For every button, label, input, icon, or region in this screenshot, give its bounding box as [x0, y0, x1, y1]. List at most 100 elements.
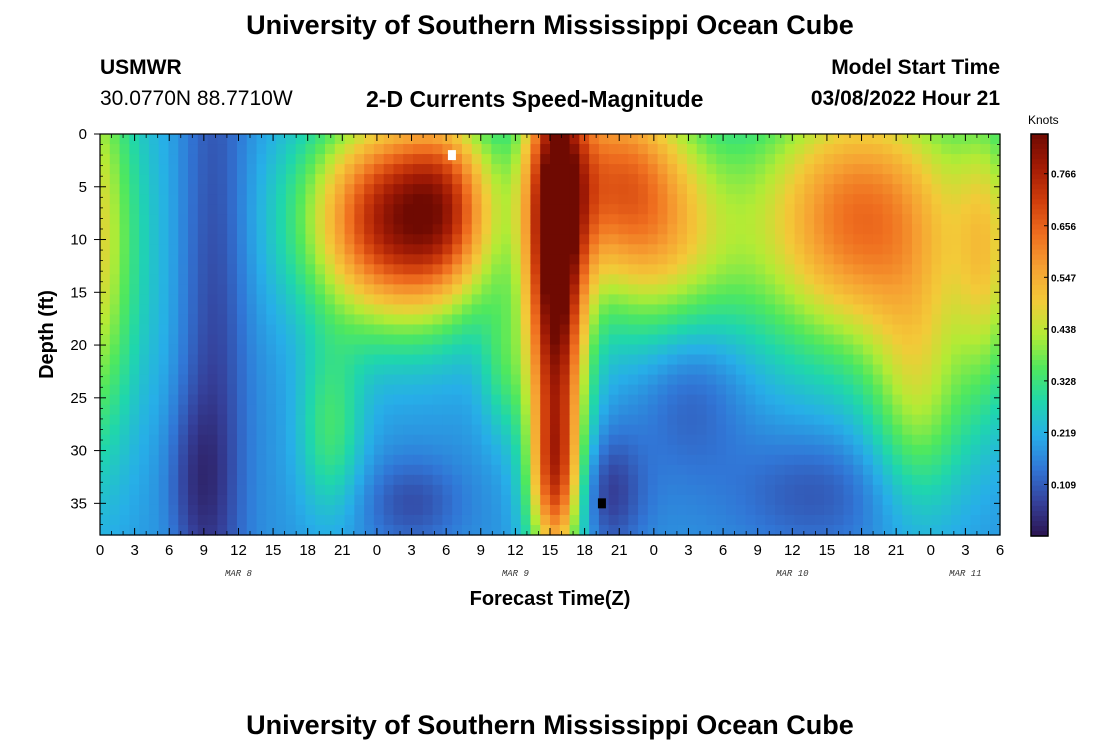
heatmap-cell	[461, 484, 473, 496]
heatmap-cell	[471, 164, 483, 175]
heatmap-cell	[207, 344, 218, 356]
heatmap-cell	[422, 224, 434, 235]
heatmap-cell	[833, 404, 845, 416]
heatmap-cell	[618, 174, 629, 185]
heatmap-cell	[246, 414, 258, 426]
heatmap-cell	[100, 274, 111, 285]
heatmap-cell	[285, 264, 297, 275]
heatmap-cell	[256, 454, 267, 466]
heatmap-cell	[872, 204, 884, 215]
heatmap-cell	[413, 464, 424, 476]
heatmap-cell	[775, 394, 786, 406]
heatmap-cell	[227, 504, 238, 516]
heatmap-cell	[442, 134, 453, 145]
heatmap-cell	[638, 354, 649, 366]
heatmap-cell	[804, 174, 815, 185]
heatmap-cell	[677, 494, 688, 506]
heatmap-cell	[403, 524, 414, 536]
heatmap-cell	[970, 324, 982, 336]
heatmap-cell	[520, 394, 532, 406]
heatmap-cell	[647, 424, 659, 436]
heatmap-cell	[569, 454, 580, 466]
heatmap-cell	[569, 134, 580, 145]
heatmap-cell	[158, 194, 170, 205]
heatmap-cell	[403, 184, 414, 195]
heatmap-cell	[295, 234, 307, 245]
heatmap-cell	[589, 524, 600, 536]
heatmap-cell	[990, 374, 1001, 386]
heatmap-cell	[726, 134, 737, 145]
heatmap-cell	[129, 294, 140, 306]
heatmap-cell	[236, 474, 248, 486]
heatmap-cell	[383, 504, 395, 516]
heatmap-cell	[168, 174, 179, 185]
heatmap-cell	[295, 374, 307, 386]
heatmap-cell	[921, 434, 933, 446]
heatmap-cell	[686, 454, 698, 466]
heatmap-cell	[765, 484, 776, 496]
heatmap-cell	[119, 464, 130, 476]
heatmap-cell	[902, 184, 913, 195]
heatmap-cell	[315, 394, 326, 406]
heatmap-cell	[814, 214, 825, 225]
heatmap-cell	[403, 244, 414, 255]
heatmap-cell	[960, 264, 972, 275]
heatmap-cell	[980, 414, 991, 426]
heatmap-cell	[236, 454, 248, 466]
heatmap-cell	[589, 234, 600, 245]
heatmap-cell	[119, 274, 130, 285]
heatmap-cell	[765, 314, 776, 326]
heatmap-cell	[931, 504, 942, 516]
heatmap-cell	[843, 494, 854, 506]
heatmap-cell	[638, 424, 649, 436]
heatmap-cell	[256, 334, 267, 346]
heatmap-cell	[921, 374, 933, 386]
heatmap-cell	[188, 214, 199, 225]
heatmap-cell	[344, 474, 355, 486]
heatmap-cell	[139, 474, 150, 486]
heatmap-cell	[325, 384, 336, 396]
heatmap-cell	[696, 244, 708, 255]
heatmap-cell	[647, 524, 659, 536]
heatmap-cell	[706, 514, 717, 526]
colorbar-tick-label: 0.219	[1051, 428, 1076, 439]
heatmap-cell	[100, 214, 111, 225]
heatmap-cell	[510, 194, 522, 205]
heatmap-cell	[579, 414, 590, 426]
heatmap-cell	[481, 524, 492, 536]
heatmap-cell	[393, 174, 404, 185]
heatmap-cell	[452, 334, 463, 346]
heatmap-cell	[452, 344, 463, 356]
heatmap-cell	[305, 204, 316, 215]
heatmap-cell	[168, 194, 179, 205]
heatmap-cell	[882, 284, 893, 296]
heatmap-cell	[403, 444, 414, 456]
heatmap-cell	[471, 284, 483, 296]
colorbar-cell	[1031, 420, 1048, 427]
x-tick-label: 9	[754, 542, 762, 559]
heatmap-cell	[951, 514, 962, 526]
heatmap-cell	[931, 244, 942, 255]
heatmap-cell	[931, 344, 942, 356]
heatmap-cell	[432, 324, 443, 336]
heatmap-cell	[843, 144, 854, 155]
heatmap-cell	[432, 184, 443, 195]
heatmap-cell	[227, 514, 238, 526]
heatmap-cell	[843, 264, 854, 275]
heatmap-cell	[510, 234, 522, 245]
heatmap-cell	[393, 304, 404, 316]
heatmap-cell	[178, 454, 189, 466]
heatmap-cell	[843, 324, 854, 336]
heatmap-cell	[266, 294, 277, 306]
heatmap-cell	[158, 324, 170, 336]
heatmap-cell	[315, 454, 326, 466]
heatmap-cell	[598, 214, 610, 225]
heatmap-cell	[833, 424, 845, 436]
heatmap-cell	[686, 394, 698, 406]
heatmap-cell	[510, 374, 522, 386]
heatmap-cell	[413, 224, 424, 235]
heatmap-cell	[364, 194, 375, 205]
heatmap-cell	[716, 234, 727, 245]
heatmap-cell	[364, 514, 375, 526]
heatmap-cell	[295, 394, 307, 406]
